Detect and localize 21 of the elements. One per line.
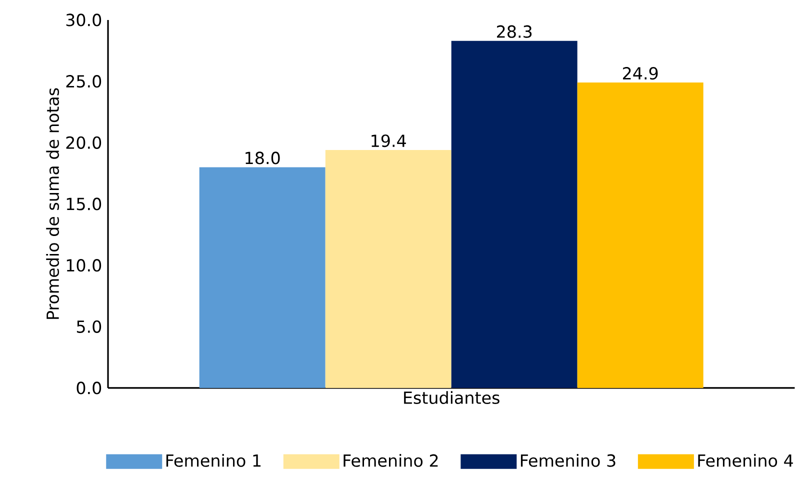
bar (451, 40, 578, 388)
y-tick-label: 0.0 (76, 382, 102, 394)
legend-label: Femenino 1 (166, 454, 261, 467)
y-tick-label: 15.0 (66, 198, 102, 210)
data-label: 19.4 (372, 134, 406, 148)
legend-label: Femenino 2 (344, 454, 438, 467)
y-tick-label: 20.0 (66, 136, 102, 149)
y-tick-label: 5.0 (76, 320, 102, 333)
legend-label: Femenino 3 (520, 454, 616, 467)
x-axis-title: Estudiantes (404, 391, 500, 404)
data-label: 24.9 (622, 67, 658, 80)
bar (199, 167, 326, 388)
data-label: 18.0 (246, 152, 280, 164)
bar (325, 150, 452, 388)
y-tick-label: 10.0 (66, 259, 102, 272)
y-axis-title: Promedio de suma de notas (46, 88, 60, 319)
legend-label: Femenino 4 (698, 454, 793, 467)
y-tick-label: 30.0 (66, 14, 102, 26)
bar (577, 82, 704, 388)
y-tick-label: 25.0 (66, 75, 102, 88)
data-label: 28.3 (496, 25, 532, 38)
